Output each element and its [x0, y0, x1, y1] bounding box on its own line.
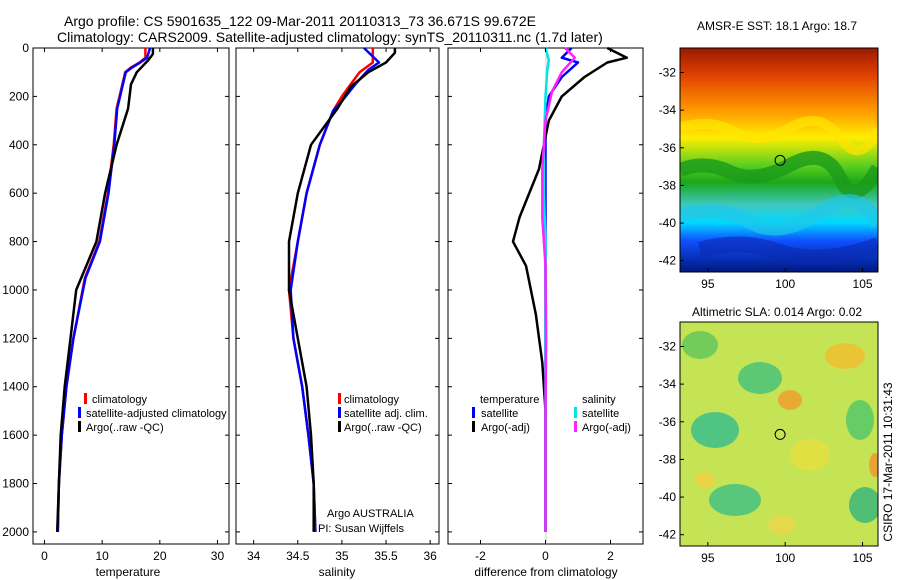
difference-xlabel: difference from climatology — [474, 565, 617, 579]
map-y-tick-label: -34 — [659, 103, 677, 117]
legend-title: salinity — [582, 394, 616, 406]
y-tick-label: 600 — [9, 186, 29, 200]
map-y-tick-label: -38 — [659, 452, 677, 466]
y-tick-label: 800 — [9, 235, 29, 249]
x-tick-label: 30 — [211, 549, 225, 563]
sla-map: 95 100 105 -32 -34 -36 -38 -40 -42 — [659, 321, 879, 565]
y-tick-label: 200 — [9, 89, 29, 103]
map-y-tick-label: -36 — [659, 141, 677, 155]
legend-label: climatology — [344, 394, 400, 406]
x-tick-label: 35.5 — [374, 549, 398, 563]
y-tick-label: 1800 — [2, 477, 29, 491]
x-tick-label: 35 — [335, 549, 349, 563]
difference-legend: temperature satellite Argo(-adj) salinit… — [472, 394, 631, 434]
legend-label: Argo(-adj) — [582, 422, 631, 434]
argo-location-marker — [774, 154, 786, 166]
map-x-tick-label: 95 — [701, 277, 715, 291]
map-y-tick-label: -32 — [659, 339, 677, 353]
x-tick-label: 2 — [607, 549, 614, 563]
x-tick-label: 20 — [153, 549, 167, 563]
map-y-tick-label: -36 — [659, 415, 677, 429]
y-tick-label: 0 — [22, 41, 29, 55]
sst-map-title: AMSR-E SST: 18.1 Argo: 18.7 — [697, 19, 857, 33]
pi-label: PI: Susan Wijffels — [318, 523, 404, 535]
argo-location-marker — [774, 428, 786, 440]
y-tick-label: 1000 — [2, 283, 29, 297]
legend-label: satellite adj. clim. — [344, 408, 428, 420]
legend-title: temperature — [480, 394, 539, 406]
map-y-tick-label: -42 — [659, 254, 677, 268]
series-line-argo_adj — [541, 47, 577, 532]
map-x-tick-label: 100 — [775, 277, 795, 291]
sla-map-title: Altimetric SLA: 0.014 Argo: 0.02 — [692, 305, 862, 319]
temperature-legend: climatology satellite-adjusted climatolo… — [78, 393, 227, 434]
salinity-legend: climatology satellite adj. clim. Argo(..… — [338, 393, 428, 434]
x-tick-label: 34 — [247, 549, 261, 563]
map-x-tick-label: 95 — [701, 551, 715, 565]
map-y-tick-label: -38 — [659, 178, 677, 192]
y-tick-label: 1200 — [2, 331, 29, 345]
y-tick-label: 1600 — [2, 428, 29, 442]
salinity-xlabel: salinity — [319, 565, 356, 579]
legend-label: satellite — [481, 408, 518, 420]
series-line-argo — [55, 48, 155, 532]
legend-label: satellite-adjusted climatology — [86, 408, 227, 420]
y-tick-label: 2000 — [2, 525, 29, 539]
credit-label: CSIRO 17-Mar-2011 10:31:43 — [881, 382, 895, 542]
climatology-title: Climatology: CARS2009. Satellite-adjuste… — [57, 29, 603, 45]
y-tick-label: 1400 — [2, 380, 29, 394]
map-y-tick-label: -40 — [659, 490, 677, 504]
legend-label: Argo(..raw -QC) — [86, 422, 164, 434]
series-line-argo — [287, 48, 397, 532]
legend-label: satellite — [582, 408, 619, 420]
series-line-argo — [511, 46, 629, 532]
map-y-tick-label: -34 — [659, 377, 677, 391]
x-tick-label: 10 — [95, 549, 109, 563]
x-tick-label: 34.5 — [286, 549, 310, 563]
x-tick-label: 0 — [41, 549, 48, 563]
map-y-tick-label: -40 — [659, 216, 677, 230]
temperature-panel: 0 10 20 30 0 200 400 600 800 1000 1200 1400 1600 1800… — [2, 41, 230, 563]
y-tick-label: 400 — [9, 138, 29, 152]
temperature-xlabel: temperature — [96, 565, 161, 579]
map-x-tick-label: 100 — [775, 551, 795, 565]
legend-label: climatology — [92, 394, 148, 406]
legend-label: Argo(-adj) — [481, 422, 530, 434]
sst-map: 95 100 105 -32 -34 -36 -38 -40 -42 — [659, 47, 879, 291]
profile-title: Argo profile: CS 5901635_122 09-Mar-2011… — [64, 13, 536, 29]
x-tick-label: 36 — [423, 549, 437, 563]
difference-panel: -2 0 2 — [447, 46, 644, 563]
x-tick-label: 0 — [542, 549, 549, 563]
map-x-tick-label: 105 — [853, 551, 873, 565]
map-y-tick-label: -42 — [659, 528, 677, 542]
map-y-tick-label: -32 — [659, 65, 677, 79]
map-x-tick-label: 105 — [853, 277, 873, 291]
x-tick-label: -2 — [475, 549, 486, 563]
program-label: Argo AUSTRALIA — [327, 508, 414, 520]
salinity-panel: 34 34.5 35 35.5 36 — [235, 47, 440, 563]
legend-label: Argo(..raw -QC) — [344, 422, 422, 434]
